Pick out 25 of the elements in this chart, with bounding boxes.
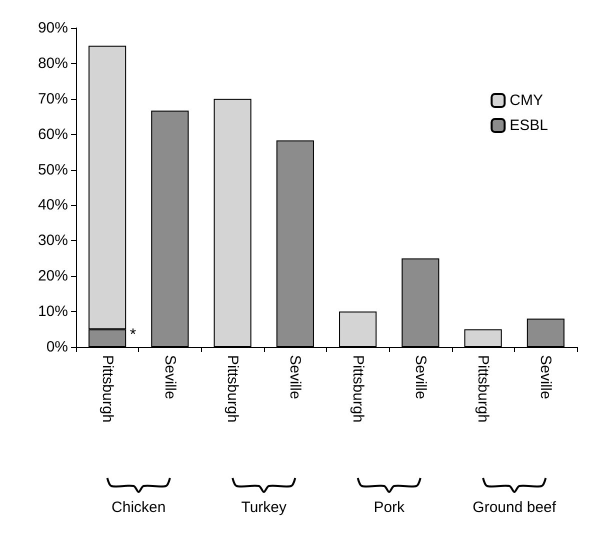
x-tick-label: Pittsburgh	[474, 355, 492, 423]
x-tick-label: Seville	[286, 355, 304, 400]
text: Ground beef	[472, 499, 557, 516]
y-tick-label: 70%	[38, 90, 68, 108]
y-tick-label: 50%	[38, 161, 68, 178]
x-tick-label: Pittsburgh	[349, 355, 366, 423]
y-tick-label: 90%	[38, 20, 68, 36]
x-tick-label: Seville	[161, 355, 178, 400]
legend-label: CMY	[510, 92, 543, 109]
text: Chicken	[112, 499, 166, 516]
x-tick-label: Seville	[537, 355, 554, 400]
y-tick-label: 30%	[38, 232, 68, 250]
y-tick-label: 20%	[38, 268, 68, 285]
text: Turkey	[241, 499, 288, 516]
x-tick-label: Seville	[412, 355, 429, 400]
text: Pork	[374, 499, 406, 516]
x-tick-label: Pittsburgh	[98, 355, 116, 423]
y-tick-label: 80%	[38, 54, 68, 72]
y-tick-label: 0%	[46, 338, 68, 356]
annotation: *	[130, 326, 136, 344]
y-tick-label: 10%	[38, 303, 68, 320]
legend-label: ESBL	[510, 117, 548, 134]
y-tick-label: 60%	[38, 126, 68, 143]
x-tick-label: Pittsburgh	[224, 355, 242, 423]
y-tick-label: 40%	[38, 196, 68, 214]
